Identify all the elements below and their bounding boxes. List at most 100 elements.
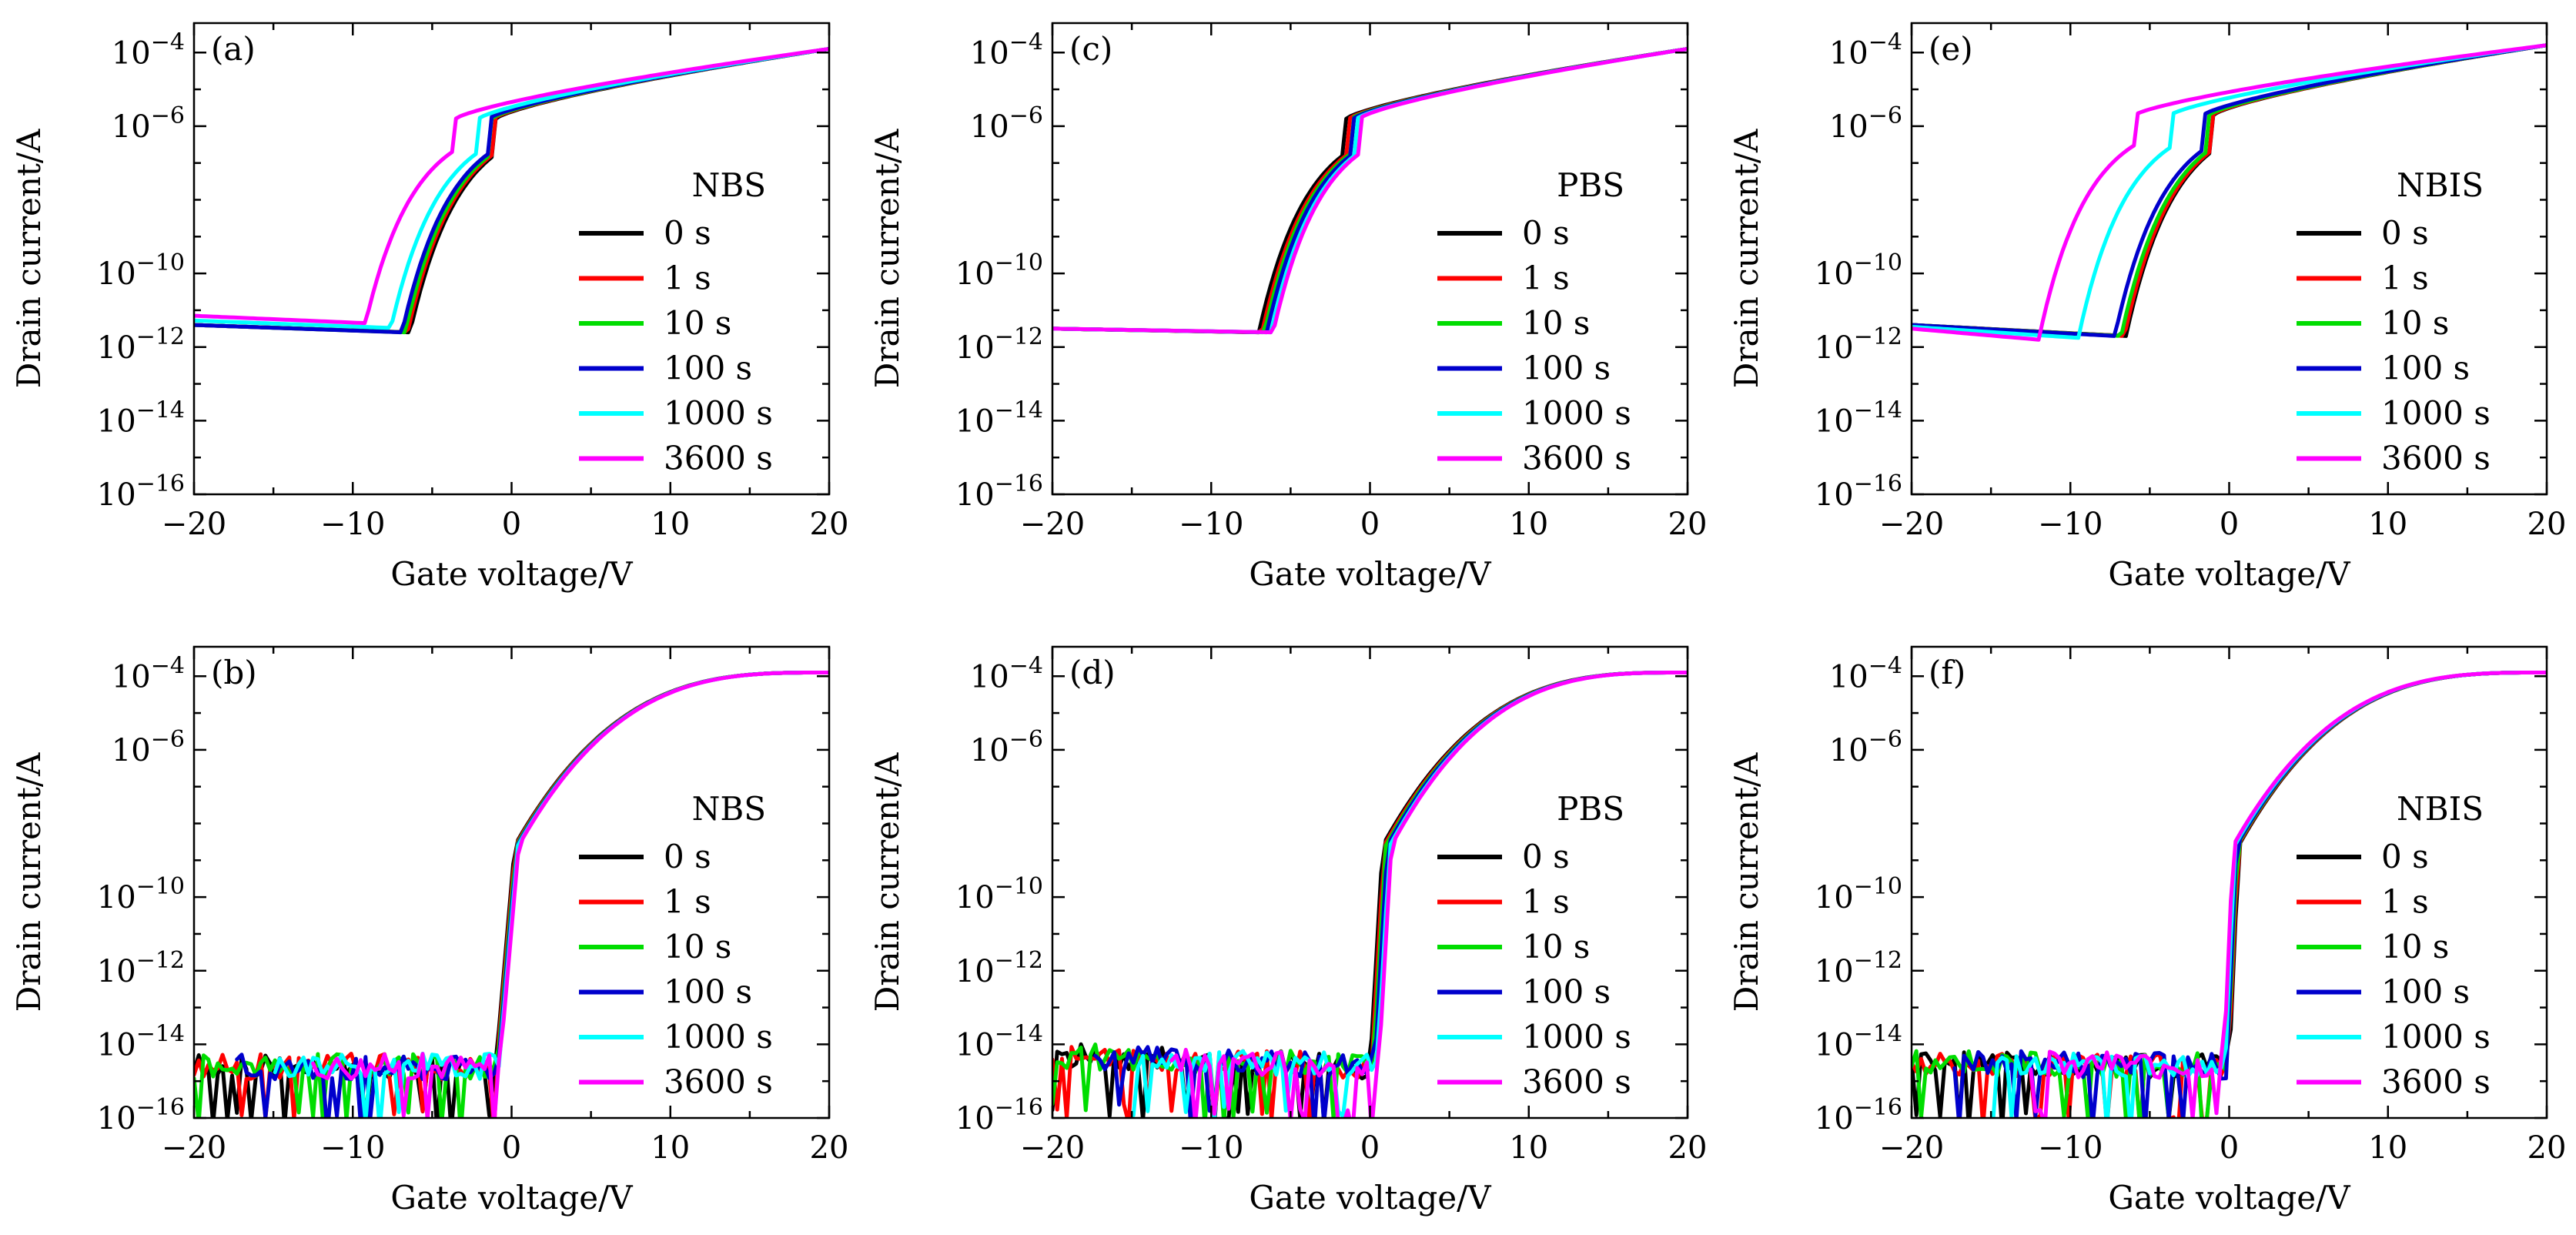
y-tick-label: 10−14 xyxy=(955,397,1043,439)
legend-label: 3600 s xyxy=(2381,1063,2491,1101)
panel-label: (c) xyxy=(1069,30,1112,68)
plot-area xyxy=(1912,671,2547,1118)
legend-label: 0 s xyxy=(1522,838,1570,875)
x-tick-label: 20 xyxy=(1668,1130,1708,1166)
plot-area xyxy=(1052,671,1688,1118)
y-tick-label: 10−10 xyxy=(97,249,185,292)
y-axis-title: Drain current/A xyxy=(1728,129,1765,388)
y-tick-label: 10−6 xyxy=(970,102,1043,145)
x-tick-label: 10 xyxy=(1509,507,1548,542)
x-axis-title: Gate voltage/V xyxy=(2108,1179,2350,1217)
y-tick-label: 10−6 xyxy=(112,726,185,768)
plot-area xyxy=(194,671,829,1118)
y-tick-label: 10−10 xyxy=(955,249,1043,292)
legend-label: 10 s xyxy=(1522,304,1590,342)
plot-area xyxy=(1912,43,2547,342)
x-tick-label: −10 xyxy=(2038,1130,2103,1166)
legend-label: 10 s xyxy=(2381,928,2449,966)
legend-title: NBS xyxy=(692,166,766,204)
y-tick-label: 10−14 xyxy=(1815,397,1902,439)
y-tick-label: 10−14 xyxy=(97,1020,185,1063)
y-tick-label: 10−16 xyxy=(955,1094,1043,1136)
x-tick-label: 0 xyxy=(1360,1130,1380,1166)
series-line-3600s xyxy=(2029,671,2547,1118)
legend-label: 3600 s xyxy=(664,1063,773,1101)
legend-label: 0 s xyxy=(1522,214,1570,252)
panel-b: −20 −10 0 10 20 10−4 10−6 10−10 10−12 10−14 10−16 G… xyxy=(10,645,848,1217)
legend-label: 1 s xyxy=(2381,883,2429,921)
x-tick-label: −10 xyxy=(2038,507,2103,542)
x-tick-label: −10 xyxy=(320,1130,385,1166)
y-tick-label: 10−10 xyxy=(1815,249,1902,292)
panel-label: (a) xyxy=(211,30,256,68)
x-tick-label: 10 xyxy=(651,507,690,542)
x-tick-label: 10 xyxy=(2368,507,2407,542)
y-tick-label: 10−16 xyxy=(1815,470,1902,513)
y-tick-label: 10−12 xyxy=(1815,323,1902,366)
x-tick-label: −20 xyxy=(162,507,226,542)
legend-label: 1000 s xyxy=(2381,1018,2491,1056)
x-tick-label: 10 xyxy=(2368,1130,2407,1166)
legend-label: 3600 s xyxy=(1522,1063,1631,1101)
x-tick-label: 10 xyxy=(651,1130,690,1166)
x-tick-label: −10 xyxy=(1179,1130,1243,1166)
y-tick-label: 10−16 xyxy=(97,470,185,513)
y-tick-label: 10−6 xyxy=(970,726,1043,768)
legend-label: 100 s xyxy=(664,350,752,387)
legend-title: NBIS xyxy=(2397,166,2484,204)
y-tick-label: 10−16 xyxy=(955,470,1043,513)
y-tick-label: 10−4 xyxy=(970,652,1043,694)
y-tick-label: 10−10 xyxy=(955,873,1043,915)
y-tick-label: 10−12 xyxy=(955,323,1043,366)
series-line-3600s xyxy=(1052,47,1688,335)
panel-label: (f) xyxy=(1929,654,1965,691)
panel-a: −20 −10 0 10 20 10−4 10−6 10−10 10−12 10−14 10−16 G… xyxy=(10,22,848,593)
series-line-1000s xyxy=(1991,671,2547,1118)
y-axis-title: Drain current/A xyxy=(868,129,906,388)
x-tick-label: 10 xyxy=(1509,1130,1548,1166)
plot-area xyxy=(1052,47,1688,335)
panel-label: (b) xyxy=(211,654,257,691)
legend-label: 3600 s xyxy=(664,440,773,477)
panel-c: −20 −10 0 10 20 10−4 10−6 10−10 10−12 10−14 10−16 G… xyxy=(868,22,1707,593)
legend-title: PBS xyxy=(1557,166,1624,204)
plot-area xyxy=(194,47,829,335)
legend-label: 100 s xyxy=(2381,350,2470,387)
series-line-3600s xyxy=(311,671,829,1118)
y-tick-label: 10−6 xyxy=(1829,102,1902,145)
x-tick-label: −10 xyxy=(1179,507,1243,542)
y-tick-label: 10−16 xyxy=(1815,1094,1902,1136)
x-tick-label: 20 xyxy=(2527,507,2567,542)
series-line-3600s xyxy=(194,47,829,326)
x-tick-label: −20 xyxy=(1020,1130,1085,1166)
legend-label: 1 s xyxy=(1522,883,1570,921)
x-axis-title: Gate voltage/V xyxy=(390,1179,633,1217)
y-tick-label: 10−14 xyxy=(97,397,185,439)
x-tick-label: −20 xyxy=(1879,507,1944,542)
legend-label: 1 s xyxy=(664,259,711,297)
legend-label: 1000 s xyxy=(1522,1018,1631,1056)
legend-label: 0 s xyxy=(664,214,711,252)
y-tick-label: 10−12 xyxy=(955,947,1043,989)
legend-label: 10 s xyxy=(664,928,731,966)
legend-label: 0 s xyxy=(2381,838,2429,875)
legend-label: 10 s xyxy=(2381,304,2449,342)
series-line-3600s xyxy=(1169,671,1688,1118)
y-tick-label: 10−10 xyxy=(97,873,185,915)
x-axis-title: Gate voltage/V xyxy=(2108,555,2350,593)
x-tick-label: 0 xyxy=(502,1130,521,1166)
panel-label: (d) xyxy=(1069,654,1116,691)
legend-label: 3600 s xyxy=(2381,440,2491,477)
y-tick-label: 10−4 xyxy=(970,28,1043,71)
x-tick-label: −20 xyxy=(1879,1130,1944,1166)
legend-label: 0 s xyxy=(2381,214,2429,252)
panel-label: (e) xyxy=(1929,30,1973,68)
y-tick-label: 10−4 xyxy=(112,28,185,71)
y-axis-title: Drain current/A xyxy=(10,752,48,1012)
y-tick-label: 10−6 xyxy=(112,102,185,145)
legend-label: 1 s xyxy=(664,883,711,921)
legend-label: 3600 s xyxy=(1522,440,1631,477)
y-tick-label: 10−4 xyxy=(1829,28,1902,71)
y-tick-label: 10−4 xyxy=(112,652,185,694)
legend-label: 0 s xyxy=(664,838,711,875)
